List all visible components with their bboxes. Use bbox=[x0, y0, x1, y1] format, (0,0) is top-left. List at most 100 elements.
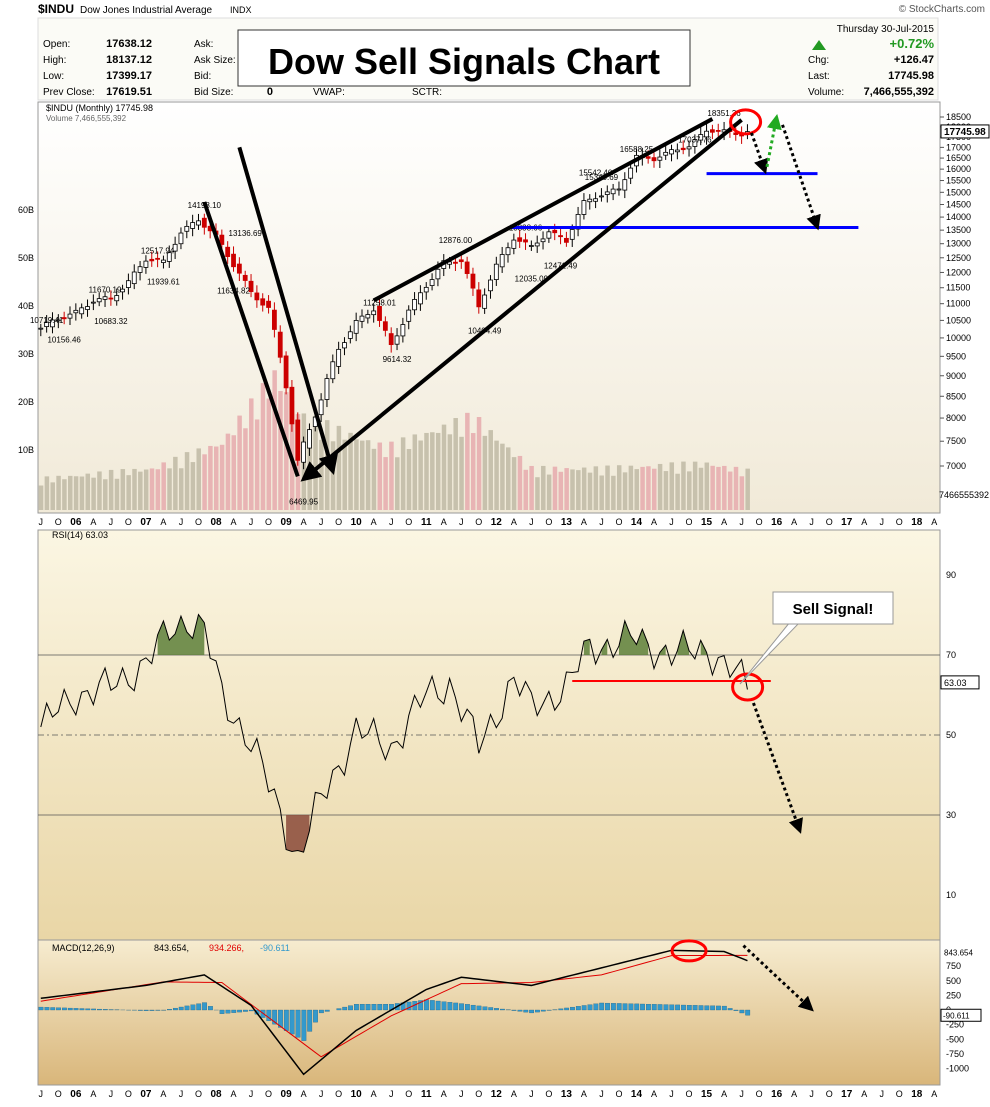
x-tick-label: 10 bbox=[351, 1089, 363, 1100]
macd-y-tick-label: 750 bbox=[946, 961, 961, 971]
price-y-tick-label: 7500 bbox=[946, 436, 966, 446]
macd-histogram-bar bbox=[307, 1010, 312, 1031]
price-annotation: 17037.76 bbox=[678, 136, 712, 145]
macd-histogram-bar bbox=[74, 1008, 79, 1010]
candle-body bbox=[500, 254, 504, 266]
macd-histogram-bar bbox=[728, 1008, 733, 1010]
volume-bar bbox=[220, 445, 225, 510]
candle-body bbox=[161, 260, 165, 262]
volume-bar bbox=[243, 428, 248, 510]
volume-bar bbox=[278, 391, 283, 510]
macd-histogram-bar bbox=[243, 1010, 248, 1012]
volume-bar bbox=[121, 469, 126, 510]
symbol-name: Dow Jones Industrial Average bbox=[80, 5, 213, 16]
x-tick-label: A bbox=[371, 517, 377, 527]
x-tick-label: 17 bbox=[841, 1089, 853, 1100]
volume-bar bbox=[629, 466, 634, 510]
volume-bar bbox=[62, 479, 67, 510]
volume-bar bbox=[594, 466, 599, 510]
x-tick-label: O bbox=[826, 517, 833, 527]
volume-bar bbox=[109, 470, 114, 510]
x-tick-label: A bbox=[511, 1089, 517, 1099]
candle-body bbox=[74, 310, 78, 312]
volume-bar bbox=[214, 447, 219, 510]
price-y-tick-label: 7000 bbox=[946, 461, 966, 471]
rsi-y-tick-label: 50 bbox=[946, 730, 956, 740]
x-tick-label: J bbox=[739, 1089, 744, 1099]
volume-bar bbox=[255, 419, 260, 510]
price-y-tick-label: 16500 bbox=[946, 153, 971, 163]
volume-bar bbox=[559, 472, 564, 510]
candle-body bbox=[86, 307, 90, 310]
volume-bar bbox=[272, 370, 277, 510]
volume-bar bbox=[132, 469, 137, 510]
candle-body bbox=[284, 356, 288, 388]
macd-histogram-bar bbox=[564, 1008, 569, 1010]
candle-body bbox=[360, 316, 364, 321]
x-tick-label: A bbox=[791, 1089, 797, 1099]
candle-body bbox=[430, 280, 434, 286]
x-tick-label: J bbox=[179, 517, 184, 527]
volume-bar bbox=[144, 470, 149, 510]
candle-body bbox=[196, 221, 200, 225]
candle-body bbox=[109, 298, 113, 299]
volume-bar bbox=[541, 466, 546, 510]
volume-bar bbox=[138, 472, 143, 510]
candle-body bbox=[670, 150, 674, 154]
volume-bar bbox=[623, 472, 628, 510]
x-tick-label: O bbox=[125, 1089, 132, 1099]
macd-histogram-bar bbox=[494, 1008, 499, 1010]
volume-bar bbox=[582, 468, 587, 510]
x-tick-label: O bbox=[615, 517, 622, 527]
quote-value: 0 bbox=[267, 86, 273, 98]
price-y-tick-label: 9500 bbox=[946, 351, 966, 361]
candle-body bbox=[278, 332, 282, 357]
macd-histogram-bar bbox=[56, 1008, 61, 1010]
volume-bar bbox=[588, 473, 593, 510]
candle-body bbox=[477, 290, 481, 307]
x-tick-label: A bbox=[651, 517, 657, 527]
vwap-label: VWAP: bbox=[313, 87, 345, 98]
quote-label: Ask Size: bbox=[194, 55, 236, 66]
x-tick-label: A bbox=[160, 1089, 166, 1099]
candle-body bbox=[710, 130, 714, 133]
volume-bar bbox=[115, 479, 120, 510]
candle-body bbox=[290, 387, 294, 424]
x-tick-label: J bbox=[249, 517, 254, 527]
macd-histogram-bar bbox=[675, 1005, 680, 1010]
candle-body bbox=[716, 130, 720, 131]
candle-body bbox=[436, 269, 440, 279]
volume-bar bbox=[97, 471, 102, 510]
x-tick-label: A bbox=[441, 517, 447, 527]
x-tick-label: O bbox=[615, 1089, 622, 1099]
macd-histogram-bar bbox=[296, 1010, 301, 1037]
macd-histogram-bar bbox=[524, 1010, 529, 1012]
volume-bar bbox=[664, 471, 669, 510]
symbol-title: $INDU bbox=[38, 2, 74, 16]
volume-bar bbox=[185, 452, 190, 510]
candle-body bbox=[144, 261, 148, 267]
volume-bar bbox=[693, 462, 698, 510]
volume-bar bbox=[319, 440, 324, 510]
sctr-label: SCTR: bbox=[412, 87, 442, 98]
symbol-exchange: INDX bbox=[230, 5, 252, 15]
candle-body bbox=[237, 264, 241, 273]
macd-histogram-bar bbox=[220, 1010, 225, 1014]
candle-body bbox=[103, 297, 107, 300]
price-y-tick-label: 14000 bbox=[946, 212, 971, 222]
macd-histogram-bar bbox=[693, 1005, 698, 1010]
x-tick-label: 18 bbox=[911, 517, 923, 528]
volume-bar bbox=[436, 433, 441, 510]
quote-value: 17745.98 bbox=[888, 70, 934, 82]
volume-bar bbox=[617, 465, 622, 510]
x-tick-label: A bbox=[441, 1089, 447, 1099]
x-tick-label: A bbox=[931, 517, 937, 527]
volume-bar bbox=[68, 476, 73, 510]
x-tick-label: O bbox=[265, 1089, 272, 1099]
x-tick-label: A bbox=[861, 517, 867, 527]
x-tick-label: A bbox=[301, 1089, 307, 1099]
macd-histogram-bar bbox=[62, 1008, 67, 1010]
x-tick-label: O bbox=[475, 1089, 482, 1099]
candle-body bbox=[331, 362, 335, 379]
